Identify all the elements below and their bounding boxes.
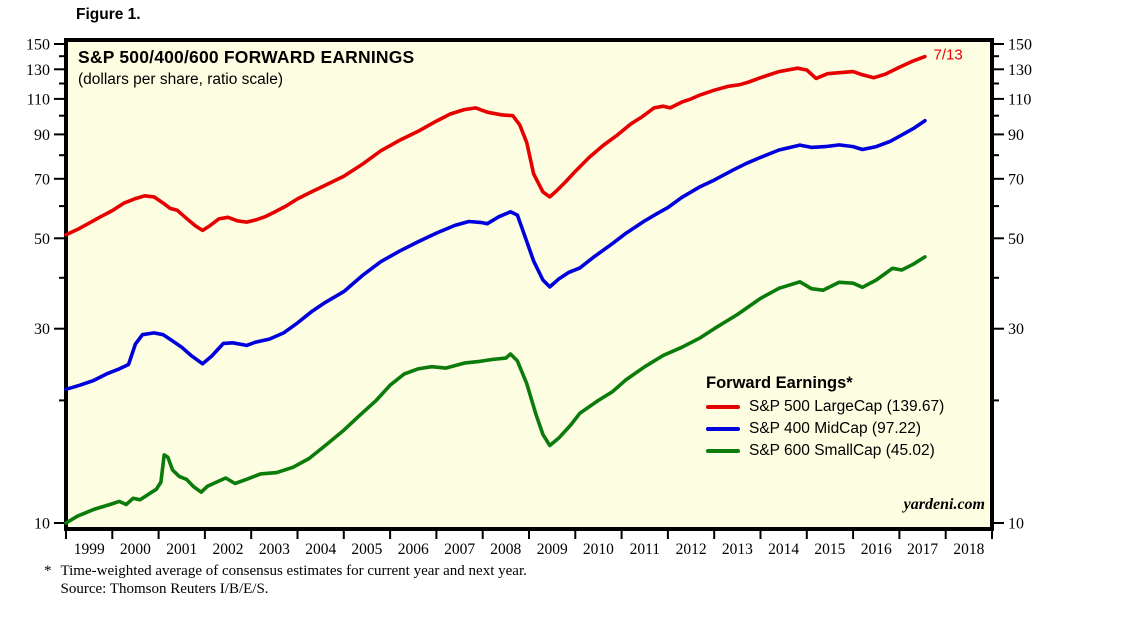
legend-swatch-sp400-line [706,427,740,431]
x-axis-year-label: 2007 [444,541,475,558]
x-axis-year-label: 2012 [676,541,707,558]
y-axis-label-left: 110 [27,91,50,108]
y-axis-label-right: 110 [1008,91,1031,108]
x-axis-year-label: 2002 [213,541,244,558]
footnote-line-1: Time-weighted average of consensus estim… [60,563,527,579]
x-axis-year-label: 2005 [351,541,382,558]
y-axis-label-left: 10 [34,516,50,533]
x-axis-year-label: 2014 [768,541,799,558]
y-axis-label-left: 150 [26,37,50,54]
legend-item-sp600: S&P 600 SmallCap (45.02) [706,440,944,462]
y-axis-label-right: 130 [1008,62,1032,79]
y-axis-label-left: 130 [26,62,50,79]
legend-swatch-sp600-line [706,449,740,453]
legend-label-sp400: S&P 400 MidCap (97.22) [749,420,922,437]
y-axis-label-right: 50 [1008,231,1024,248]
legend-item-sp500: S&P 500 LargeCap (139.67) [706,396,944,418]
x-axis-year-label: 1999 [74,541,105,558]
series-line-sp600-smallcap [64,255,927,525]
x-axis-year-label: 2008 [490,541,521,558]
x-axis-year-label: 2011 [630,541,660,558]
x-axis-year-label: 2015 [814,541,845,558]
x-axis-year-label: 2013 [722,541,753,558]
footnote-text: Time-weighted average of consensus estim… [61,562,527,598]
x-axis-year-label: 2004 [305,541,336,558]
y-axis-label-left: 30 [34,321,50,338]
chart-legend: Forward Earnings* S&P 500 LargeCap (139.… [706,374,944,462]
legend-item-sp400: S&P 400 MidCap (97.22) [706,418,944,440]
footnote-marker: * [44,563,52,579]
x-axis-year-label: 2009 [537,541,568,558]
y-axis-label-right: 150 [1008,37,1032,54]
x-axis-year-label: 2003 [259,541,290,558]
y-axis-label-left: 50 [34,231,50,248]
latest-week-annotation: 7/13 [934,47,963,64]
y-axis-label-left: 70 [34,171,50,188]
figure-label: Figure 1. [76,6,141,23]
x-axis-year-label: 2006 [398,541,429,558]
series-line-sp500-largecap [64,54,927,237]
chart-subtitle: (dollars per share, ratio scale) [78,71,284,88]
legend-label-sp500: S&P 500 LargeCap (139.67) [749,398,945,415]
footnote: * Time-weighted average of consensus est… [44,562,527,598]
y-axis-label-left: 90 [34,127,50,144]
x-axis-year-label: 2018 [953,541,984,558]
chart-title: S&P 500/400/600 FORWARD EARNINGS [78,47,415,67]
x-axis-year-label: 2001 [166,541,197,558]
legend-swatch-sp500-line [706,405,740,409]
series-line-sp400-midcap [64,118,927,392]
watermark: yardeni.com [903,496,985,513]
y-axis-label-right: 10 [1008,516,1024,533]
legend-label-sp600: S&P 600 SmallCap (45.02) [749,442,935,459]
legend-title: Forward Earnings* [706,374,853,392]
y-axis-label-right: 30 [1008,321,1024,338]
x-axis-year-label: 2000 [120,541,151,558]
footnote-line-2: Source: Thomson Reuters I/B/E/S. [60,581,269,597]
y-axis-label-right: 70 [1008,171,1024,188]
y-axis-label-right: 90 [1008,127,1024,144]
x-axis-year-label: 2010 [583,541,614,558]
x-axis-year-label: 2016 [861,541,892,558]
x-axis-year-label: 2017 [907,541,938,558]
